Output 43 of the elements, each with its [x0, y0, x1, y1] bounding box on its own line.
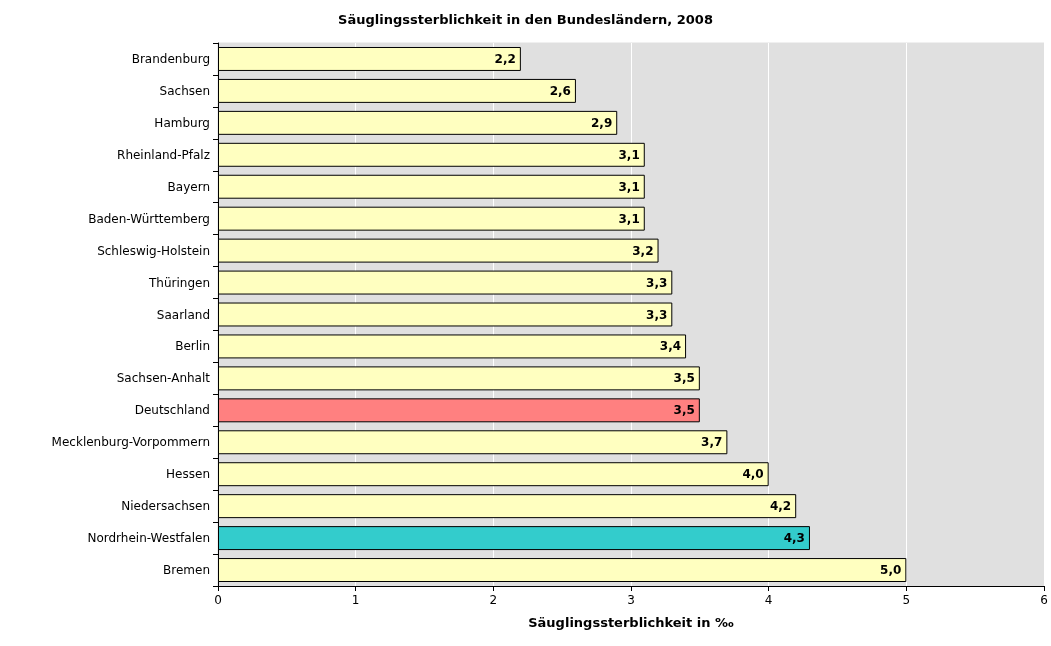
data-label: 3,3 [646, 275, 668, 290]
x-tick-label: 2 [489, 593, 498, 607]
y-tick-label: Saarland [156, 307, 210, 322]
x-tick-label: 6 [1040, 593, 1048, 607]
y-tick-label: Niedersachsen [121, 499, 210, 514]
data-label: 3,1 [618, 147, 640, 162]
y-tick-label: Thüringen [147, 275, 210, 290]
y-tick-label: Sachsen [159, 83, 210, 98]
x-tick-label: 4 [764, 593, 773, 607]
y-tick-label: Deutschland [134, 403, 210, 418]
y-tick-label: Sachsen-Anhalt [116, 371, 211, 386]
data-label: 3,1 [618, 211, 640, 226]
x-tick-label: 5 [902, 593, 911, 607]
data-label: 3,5 [673, 403, 695, 418]
data-label: 3,7 [701, 435, 723, 450]
chart-title: Säuglingssterblichkeit in den Bundesländern, 2008 [338, 12, 713, 27]
y-tick-label: Schleswig-Holstein [97, 243, 210, 258]
data-label: 2,2 [494, 51, 516, 66]
x-tick-label: 1 [351, 593, 360, 607]
x-tick-label: 3 [627, 593, 635, 607]
data-label: 2,9 [590, 115, 613, 130]
data-label: 3,2 [632, 243, 654, 258]
y-tick-label: Nordrhein-Westfalen [87, 531, 210, 546]
data-label: 3,5 [673, 371, 695, 386]
y-tick-label: Mecklenburg-Vorpommern [51, 435, 210, 450]
data-label: 4,0 [742, 467, 764, 482]
data-label: 4,2 [769, 499, 792, 514]
data-label: 3,3 [646, 307, 668, 322]
y-tick-label: Baden-Württemberg [88, 211, 210, 226]
data-label: 5,0 [880, 563, 902, 578]
data-label: 4,3 [783, 531, 805, 546]
y-tick-label: Rheinland-Pfalz [117, 147, 210, 162]
data-label: 2,6 [549, 83, 571, 98]
y-tick-label: Hessen [166, 467, 210, 482]
y-tick-label: Hamburg [154, 115, 210, 130]
data-label: 3,4 [659, 339, 682, 354]
data-label: 3,1 [618, 179, 640, 194]
x-tick-label: 0 [214, 593, 222, 607]
y-tick-label: Brandenburg [131, 51, 210, 66]
x-axis-title: Säuglingssterblichkeit in ‰ [528, 615, 735, 630]
y-tick-label: Bayern [167, 179, 210, 194]
y-tick-label: Bremen [163, 563, 210, 578]
y-tick-label: Berlin [175, 339, 210, 354]
